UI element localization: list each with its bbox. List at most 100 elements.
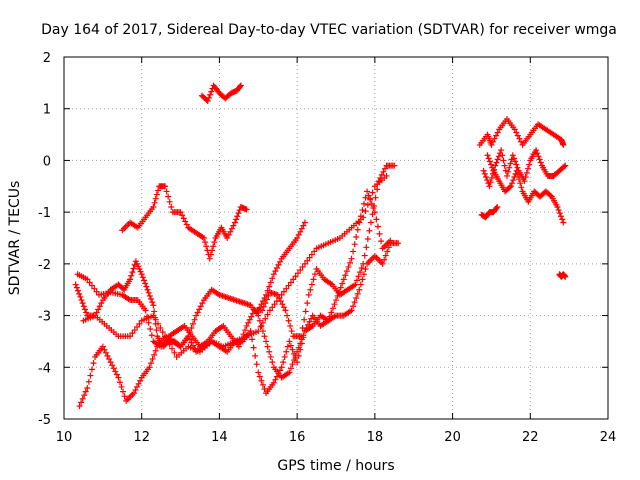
data-point: [364, 188, 371, 195]
data-point: [185, 333, 192, 340]
data-point: [376, 230, 383, 237]
data-point: [240, 331, 247, 338]
data-point: [278, 291, 285, 298]
data-point: [256, 304, 263, 311]
data-point: [129, 269, 136, 276]
data-point: [157, 324, 164, 331]
data-point: [95, 306, 102, 313]
data-point: [342, 272, 349, 279]
data-point: [200, 235, 207, 241]
data-point: [305, 291, 312, 298]
data-point: [384, 248, 391, 255]
data-point: [304, 257, 311, 264]
data-point: [366, 227, 373, 234]
data-point: [358, 264, 365, 271]
data-point: [138, 271, 145, 278]
data-point: [371, 209, 378, 216]
data-point: [101, 346, 108, 353]
data-point: [234, 213, 241, 220]
data-point: [556, 210, 563, 217]
data-point: [360, 260, 367, 267]
data-point: [93, 288, 100, 295]
data-point: [162, 183, 169, 190]
data-point: [297, 228, 304, 235]
data-point: [350, 303, 357, 310]
series-track-i: [480, 147, 569, 190]
data-point: [280, 288, 287, 295]
data-point: [509, 152, 516, 159]
data-point: [287, 365, 294, 372]
data-point: [90, 360, 97, 367]
data-point: [148, 360, 155, 367]
data-point: [113, 371, 120, 378]
data-point: [269, 359, 276, 366]
data-point: [128, 272, 135, 279]
data-point: [115, 374, 122, 381]
data-point: [152, 195, 159, 202]
data-point: [269, 275, 276, 282]
data-point: [301, 316, 308, 323]
data-point: [204, 97, 211, 104]
data-point: [127, 333, 134, 340]
data-point: [507, 160, 514, 167]
data-point: [353, 294, 360, 301]
data-point: [301, 260, 308, 267]
data-point: [153, 327, 160, 334]
data-point: [547, 192, 554, 199]
data-point: [247, 328, 254, 335]
data-point: [256, 317, 263, 324]
data-point: [369, 189, 376, 196]
y-tick-label: -2: [38, 258, 51, 273]
data-point: [84, 384, 91, 391]
data-point: [294, 235, 301, 241]
data-point: [308, 315, 315, 322]
data-point: [152, 316, 159, 323]
data-point: [164, 337, 171, 344]
data-point: [147, 326, 154, 333]
data-point: [98, 300, 105, 307]
data-point: [179, 212, 186, 219]
data-point: [292, 352, 299, 359]
data-point: [560, 141, 567, 148]
data-point: [354, 226, 361, 233]
data-point: [271, 301, 278, 308]
data-point: [99, 343, 106, 350]
x-tick-label: 16: [289, 430, 306, 445]
series-track-e: [80, 172, 390, 360]
data-point: [506, 184, 513, 191]
data-point: [290, 276, 297, 283]
data-point: [130, 390, 137, 397]
data-point: [336, 288, 343, 295]
data-point: [350, 248, 357, 255]
data-point: [346, 259, 353, 266]
data-point: [269, 304, 276, 311]
data-point: [536, 156, 543, 163]
data-point: [537, 159, 544, 166]
data-point: [378, 238, 385, 245]
data-point: [361, 252, 368, 259]
data-point: [233, 216, 240, 223]
data-point: [482, 173, 489, 180]
data-point: [523, 169, 530, 176]
data-point: [246, 316, 253, 323]
x-axis-label: GPS time / hours: [277, 458, 394, 474]
x-tick-label: 12: [133, 430, 150, 445]
data-point: [291, 357, 298, 364]
x-tick-label: 14: [211, 430, 228, 445]
data-point: [261, 294, 268, 301]
data-point: [151, 351, 158, 358]
data-point: [149, 356, 156, 363]
data-point: [237, 339, 244, 346]
chart-title: Day 164 of 2017, Sidereal Day-to-day VTE…: [41, 22, 617, 38]
data-point: [135, 380, 142, 387]
data-point: [263, 338, 270, 345]
data-point: [280, 304, 287, 311]
data-point: [132, 387, 139, 394]
data-point: [85, 378, 92, 385]
data-point: [284, 343, 291, 350]
data-point: [249, 336, 256, 343]
data-point: [387, 237, 394, 244]
data-point: [535, 153, 542, 160]
data-point: [231, 219, 238, 226]
